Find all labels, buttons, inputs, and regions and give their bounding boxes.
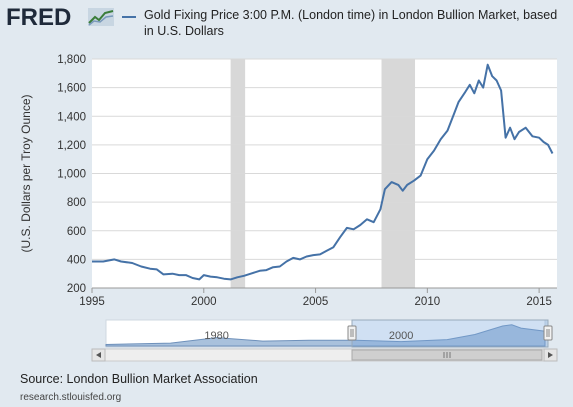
fred-graph-icon [88,8,114,26]
arrow-right-icon [548,352,553,358]
navigator-series [105,324,546,347]
legend-swatch [122,16,136,18]
arrow-left-icon [96,352,101,358]
chart-header: FRED Gold Fixing Price 3:00 P.M. (London… [0,0,573,44]
source-note: Source: London Bullion Market Associatio… [20,372,258,386]
y-tick-label: 1,800 [57,54,86,66]
navigator-handle-left[interactable] [347,325,357,341]
navigator-handle-right[interactable] [543,325,553,341]
y-tick-label: 600 [67,226,86,238]
x-tick-label: 2000 [191,296,217,308]
y-tick-label: 1,200 [57,140,86,152]
navigator-selection [351,319,549,348]
y-tick-label: 800 [67,197,86,209]
x-tick-label: 1995 [79,296,105,308]
series-line [92,63,554,281]
y-tick-label: 200 [67,283,86,295]
y-tick-label: 1,600 [57,83,86,95]
navigator-label: 2000 [389,330,413,342]
legend-label: Gold Fixing Price 3:00 P.M. (London time… [144,8,558,38]
y-tick-label: 400 [67,254,86,266]
y-tick-label: 1,400 [57,111,86,123]
x-tick-label: 2015 [526,296,552,308]
fred-logo: FRED [6,4,72,31]
source-url[interactable]: research.stlouisfed.org [20,392,122,403]
y-tick-label: 1,000 [57,169,86,181]
x-tick-label: 2005 [303,296,329,308]
y-axis-label: (U.S. Dollars per Troy Ounce) [19,94,33,252]
x-tick-label: 2010 [415,296,441,308]
navigator-label: 1980 [204,330,228,342]
